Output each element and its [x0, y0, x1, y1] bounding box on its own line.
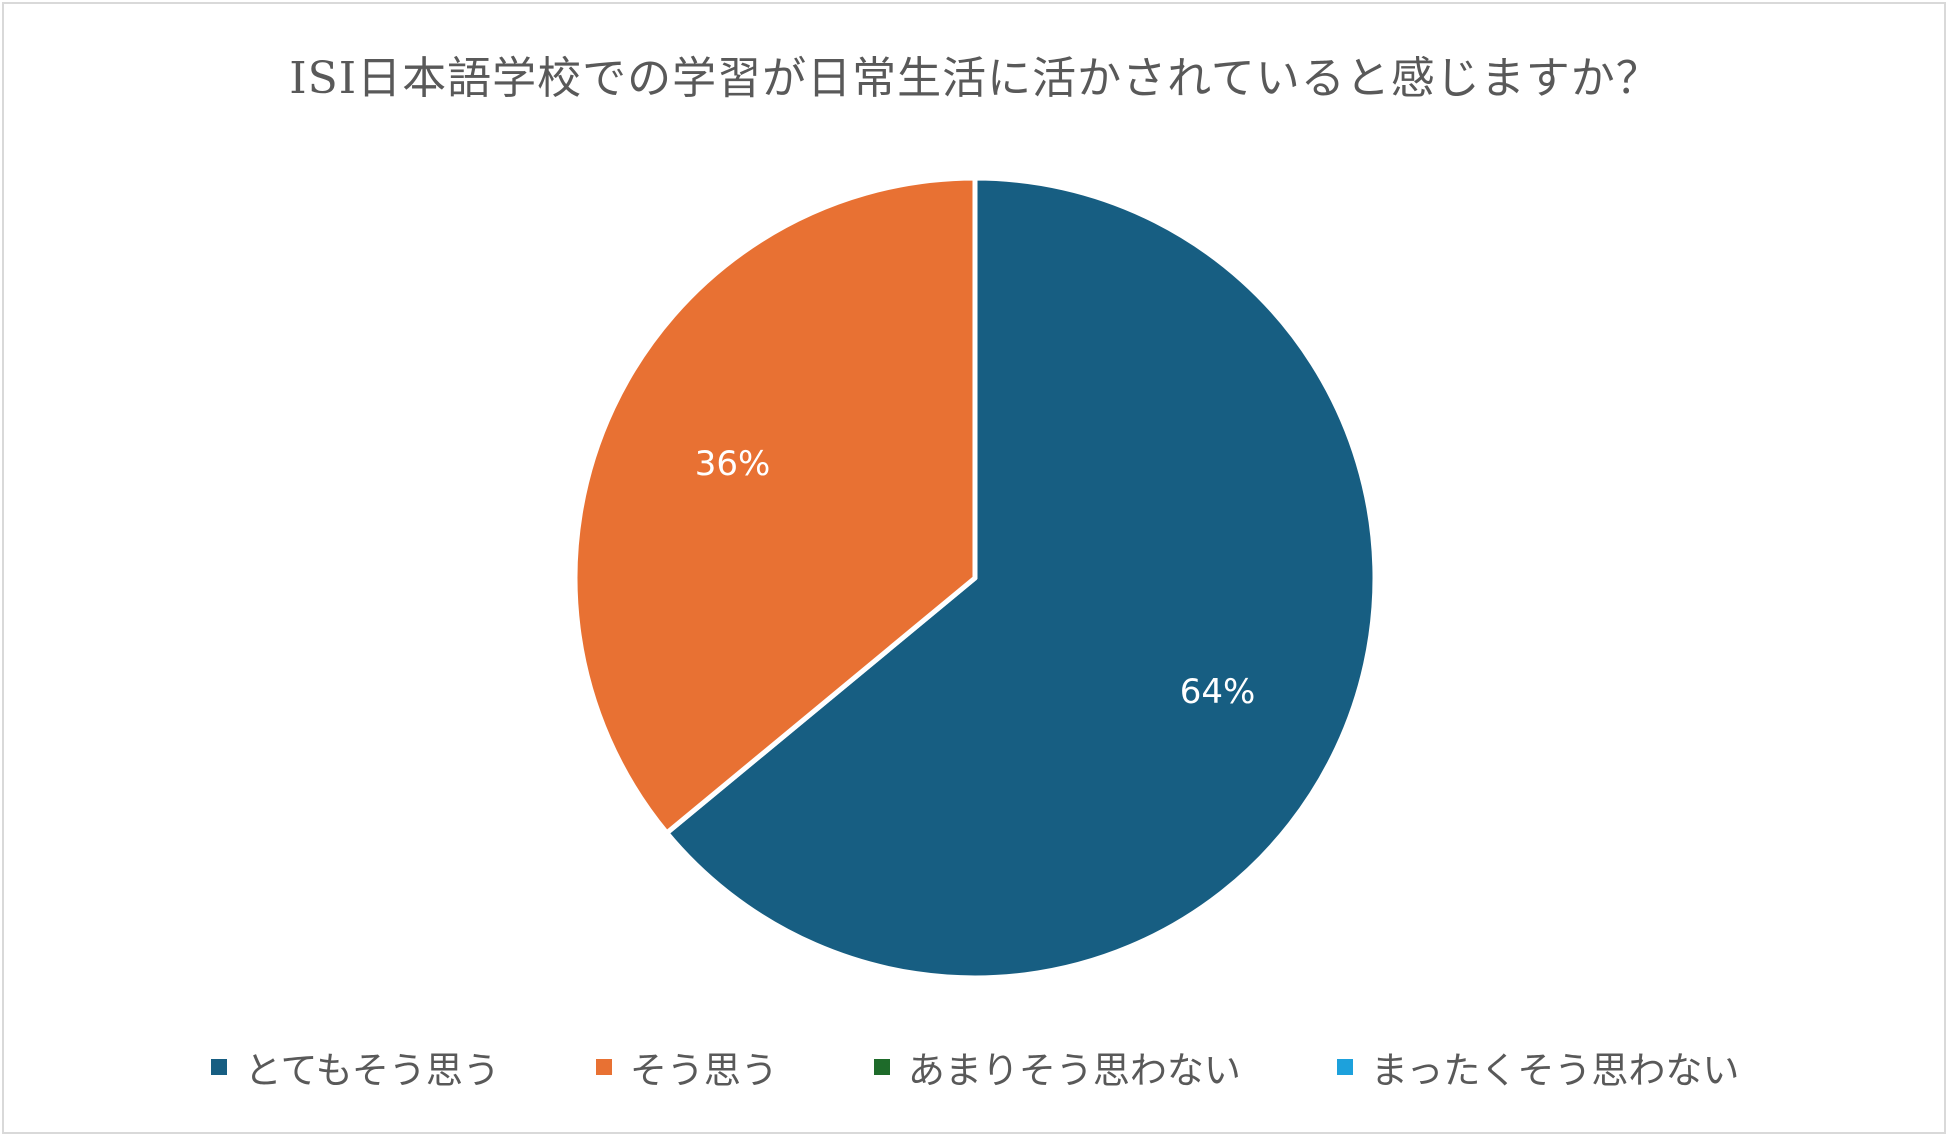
legend-label-2: そう思う	[629, 1049, 778, 1092]
data-label-1: 64%	[1180, 672, 1256, 712]
legend: とてもそう思う そう思う あまりそう思わない まったくそう思わない	[0, 1040, 1950, 1094]
chart-title: ISI日本語学校での学習が日常生活に活かされていると感じますか？	[289, 53, 1661, 104]
legend-item-2: そう思う	[595, 1040, 778, 1094]
pie-slices	[572, 175, 1378, 981]
legend-swatch-1	[210, 1059, 227, 1075]
legend-swatch-2	[595, 1059, 612, 1075]
legend-item-3: あまりそう思わない	[873, 1040, 1241, 1094]
legend-swatch-4	[1336, 1059, 1353, 1075]
pie-slice-1	[664, 175, 1378, 981]
pie-labels: 64% 36%	[695, 444, 1256, 712]
legend-item-4: まったくそう思わない	[1336, 1040, 1740, 1094]
legend-item-1: とてもそう思う	[210, 1040, 500, 1094]
legend-label-3: あまりそう思わない	[907, 1049, 1241, 1092]
pie-slice-2	[572, 175, 978, 836]
legend-label-4: まったくそう思わない	[1370, 1049, 1740, 1092]
legend-label-1: とてもそう思う	[244, 1049, 500, 1092]
data-label-2: 36%	[695, 444, 771, 484]
legend-swatch-3	[873, 1059, 890, 1075]
